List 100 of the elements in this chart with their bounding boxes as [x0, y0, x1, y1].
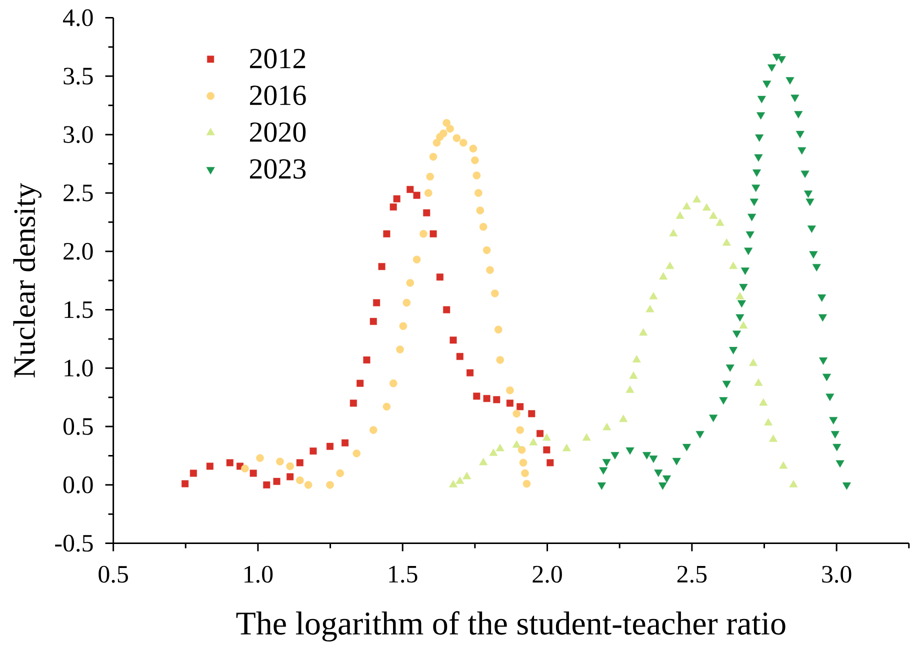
point [326, 442, 334, 450]
point [496, 356, 504, 364]
point [512, 440, 521, 448]
point [436, 274, 444, 281]
point [755, 134, 764, 142]
point [442, 119, 450, 127]
point [440, 130, 448, 138]
y-tick-label: 4.0 [63, 9, 93, 26]
point [719, 397, 728, 405]
point [479, 222, 488, 231]
point [522, 480, 531, 488]
point [754, 154, 763, 162]
point [406, 278, 414, 287]
point [496, 444, 504, 452]
point [626, 447, 634, 455]
point [759, 398, 768, 406]
point [779, 461, 788, 469]
point [659, 272, 668, 280]
point [732, 330, 742, 338]
point [752, 184, 760, 192]
point [263, 481, 270, 488]
point [822, 374, 832, 382]
point [528, 410, 536, 418]
point [256, 454, 264, 462]
point [649, 456, 658, 463]
legend-label: 2016 [250, 86, 306, 106]
point [768, 434, 778, 442]
point [304, 481, 312, 489]
point [456, 476, 464, 484]
point [491, 289, 499, 298]
point [662, 475, 672, 483]
point [790, 94, 800, 102]
y-tick-label: 2.0 [64, 242, 93, 260]
x-tick-label: 1.5 [389, 566, 418, 583]
point [756, 112, 766, 120]
point [250, 470, 257, 477]
x-tick-label: 1.0 [244, 566, 273, 583]
point [739, 284, 748, 292]
point [489, 448, 498, 456]
point [286, 462, 294, 470]
point [722, 380, 731, 388]
point [424, 189, 432, 197]
point [750, 198, 758, 206]
point [597, 482, 606, 490]
point [310, 448, 317, 455]
point [356, 380, 364, 387]
point [806, 198, 814, 206]
point [748, 214, 756, 222]
point [832, 444, 842, 452]
point [369, 426, 378, 434]
y-tick-label: 3.0 [64, 126, 93, 144]
point [406, 186, 414, 193]
x-tick-label: 3.0 [822, 566, 852, 583]
point [754, 378, 763, 386]
x-tick-label: 2.0 [532, 566, 562, 583]
point [413, 192, 420, 199]
point [739, 321, 748, 329]
point [629, 371, 638, 379]
point [516, 426, 524, 434]
point [830, 431, 840, 438]
point [512, 410, 521, 418]
point [423, 209, 430, 216]
point [373, 299, 380, 306]
point [459, 138, 468, 147]
point [768, 64, 776, 72]
point [241, 464, 249, 472]
point [582, 433, 591, 441]
point [389, 379, 398, 388]
y-tick-label: 1.0 [64, 360, 93, 377]
legend-label: 2020 [250, 122, 306, 142]
point [626, 385, 634, 393]
point [226, 459, 234, 466]
y-tick-label: -0.5 [55, 534, 93, 552]
point [762, 80, 772, 88]
point [399, 322, 408, 330]
point [182, 480, 189, 488]
x-tick-label: 2.5 [677, 566, 707, 583]
point [450, 336, 457, 344]
point [402, 298, 411, 307]
point [752, 169, 761, 177]
point [350, 400, 357, 407]
point [744, 248, 753, 256]
point [383, 230, 390, 238]
point [729, 262, 738, 270]
point [642, 452, 652, 460]
point [190, 470, 197, 477]
point [543, 446, 550, 454]
y-tick-label: 0.0 [63, 476, 93, 494]
point [737, 300, 746, 308]
point [276, 458, 284, 466]
point [789, 480, 798, 488]
point [639, 328, 648, 336]
point [826, 394, 834, 402]
point [352, 449, 361, 458]
y-tick-label: 3.5 [64, 68, 93, 85]
point [448, 480, 458, 488]
point [794, 111, 803, 118]
point [798, 147, 806, 155]
point [462, 472, 472, 480]
point [842, 482, 851, 490]
